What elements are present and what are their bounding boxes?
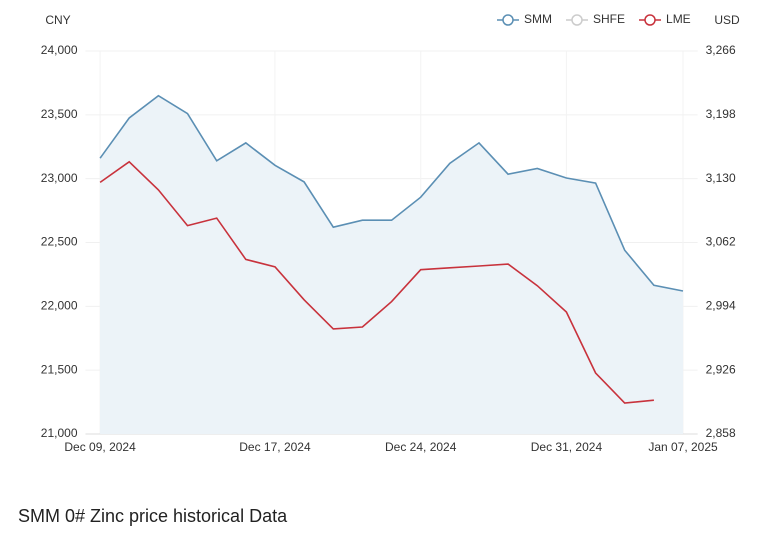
x-tick-label: Dec 09, 2024 [64, 440, 136, 454]
legend-item[interactable]: LME [639, 12, 691, 26]
legend-label: LME [666, 12, 691, 26]
y-tick-label: 23,000 [41, 171, 78, 185]
y2-tick-label: 3,062 [706, 235, 736, 249]
line [99, 160, 654, 404]
legend-marker [571, 14, 583, 26]
y2-axis-label: USD [714, 13, 740, 27]
legend-label: SHFE [593, 12, 625, 26]
legend-marker [644, 14, 656, 26]
y-tick-label: 24,000 [41, 43, 78, 57]
legend-label: SMM [524, 12, 552, 26]
x-tick-label: Dec 31, 2024 [531, 440, 603, 454]
legend-item[interactable]: SMM [497, 12, 552, 26]
y-tick-label: 22,000 [41, 299, 78, 313]
y-tick-label: 22,500 [41, 235, 78, 249]
x-tick-label: Jan 07, 2025 [648, 440, 718, 454]
y2-tick-label: 3,266 [706, 43, 736, 57]
legend-marker [502, 14, 514, 26]
area [100, 95, 684, 434]
x-tick-label: Dec 24, 2024 [385, 440, 457, 454]
y-tick-label: 21,000 [41, 426, 78, 440]
chart: CNY USD 21,000 21,500 22,000 22,500 23,000 23… [41, 12, 740, 454]
y-tick-label: 23,500 [41, 107, 78, 121]
legend-item[interactable]: SHFE [566, 12, 625, 26]
x-tick-label: Dec 17, 2024 [239, 440, 311, 454]
line [99, 94, 684, 292]
y-tick-label: 21,500 [41, 362, 78, 376]
y2-tick-label: 3,198 [706, 107, 736, 121]
y2-tick-label: 3,130 [706, 171, 736, 185]
y2-tick-label: 2,994 [706, 299, 736, 313]
y2-tick-label: 2,858 [706, 426, 736, 440]
caption: SMM 0# Zinc price historical Data [18, 506, 288, 526]
y2-tick-label: 2,926 [706, 362, 736, 376]
y-axis-label: CNY [45, 13, 70, 27]
